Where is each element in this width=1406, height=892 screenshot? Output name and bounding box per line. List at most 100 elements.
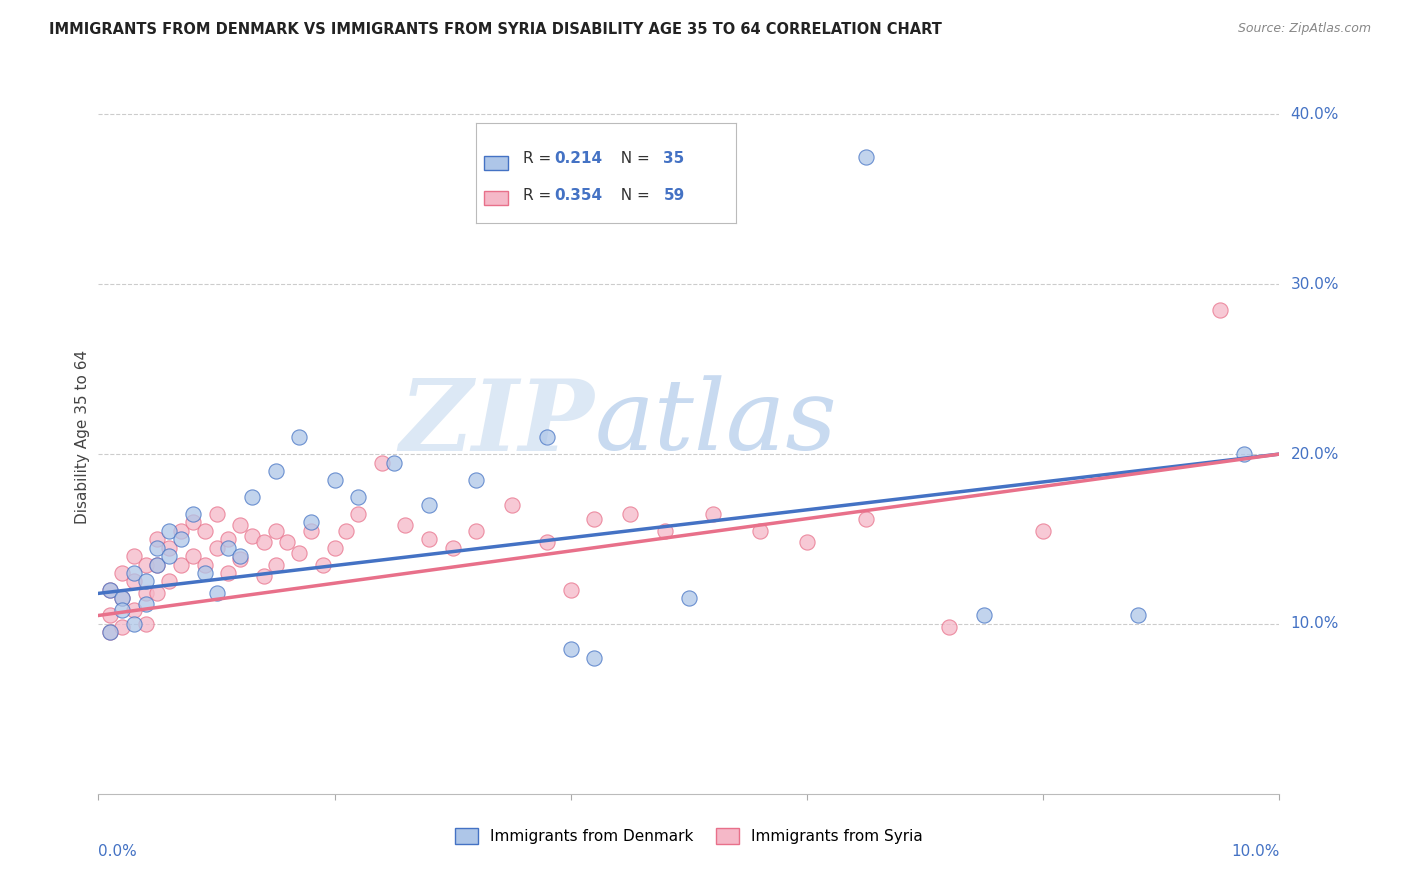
Point [264,464,287,478]
Point [619,507,641,521]
Point [122,549,145,563]
Point [122,574,145,589]
Point [1209,302,1232,317]
Point [583,511,606,525]
Point [654,524,676,538]
Point [111,603,134,617]
Point [264,524,287,538]
Point [1032,524,1054,538]
Point [98,625,121,640]
Point [240,490,263,504]
Point [194,566,217,580]
Point [973,608,995,623]
Point [98,582,121,597]
Point [194,524,217,538]
Point [465,524,488,538]
Point [371,456,394,470]
Point [418,532,440,546]
Point [382,456,405,470]
Point [205,586,228,600]
Text: IMMIGRANTS FROM DENMARK VS IMMIGRANTS FROM SYRIA DISABILITY AGE 35 TO 64 CORRELA: IMMIGRANTS FROM DENMARK VS IMMIGRANTS FR… [49,22,942,37]
Point [536,535,558,549]
Point [157,549,180,563]
Point [170,524,193,538]
Point [702,507,724,521]
Point [98,582,121,597]
Point [229,549,252,563]
Point [135,617,157,632]
Point [181,507,204,521]
Point [536,430,558,444]
Point [678,591,700,606]
Point [748,524,770,538]
Text: 20.0%: 20.0% [1291,447,1339,461]
Point [299,515,322,529]
Point [157,524,180,538]
Point [205,541,228,555]
Text: 40.0%: 40.0% [1291,107,1339,122]
Point [111,591,134,606]
Point [276,535,298,549]
Point [146,558,169,572]
Point [217,541,239,555]
Point [122,603,145,617]
Point [253,535,276,549]
Point [135,597,157,611]
Point [146,541,169,555]
Point [194,558,217,572]
Point [146,532,169,546]
Point [229,518,252,533]
Point [335,524,357,538]
Text: 10.0%: 10.0% [1291,616,1339,632]
Point [323,473,346,487]
Point [135,586,157,600]
Point [98,608,121,623]
Point [205,507,228,521]
Point [1233,447,1256,461]
Point [1126,608,1149,623]
Point [441,541,464,555]
Point [347,507,370,521]
Point [560,582,582,597]
Point [111,620,134,634]
Point [855,150,877,164]
Point [157,574,180,589]
Point [146,586,169,600]
Point [288,546,311,560]
Point [170,532,193,546]
Point [146,558,169,572]
Text: ZIP: ZIP [399,375,595,471]
Point [135,574,157,589]
Point [796,535,818,549]
Point [394,518,416,533]
Point [122,566,145,580]
Point [217,566,239,580]
Point [111,566,134,580]
Point [299,524,322,538]
Point [312,558,335,572]
Point [938,620,960,634]
Point [465,473,488,487]
Point [855,511,877,525]
Text: 10.0%: 10.0% [1232,844,1279,859]
Point [560,642,582,657]
Point [264,558,287,572]
Legend: Immigrants from Denmark, Immigrants from Syria: Immigrants from Denmark, Immigrants from… [449,822,929,850]
Point [111,591,134,606]
Point [347,490,370,504]
Y-axis label: Disability Age 35 to 64: Disability Age 35 to 64 [75,350,90,524]
Point [229,552,252,566]
Point [122,617,145,632]
Text: 0.0%: 0.0% [98,844,138,859]
Text: 30.0%: 30.0% [1291,277,1339,292]
Point [418,498,440,512]
Point [181,515,204,529]
Point [240,528,263,542]
Point [323,541,346,555]
Point [501,498,523,512]
Point [288,430,311,444]
Text: atlas: atlas [595,376,837,470]
Point [217,532,239,546]
Text: Source: ZipAtlas.com: Source: ZipAtlas.com [1237,22,1371,36]
Point [157,541,180,555]
